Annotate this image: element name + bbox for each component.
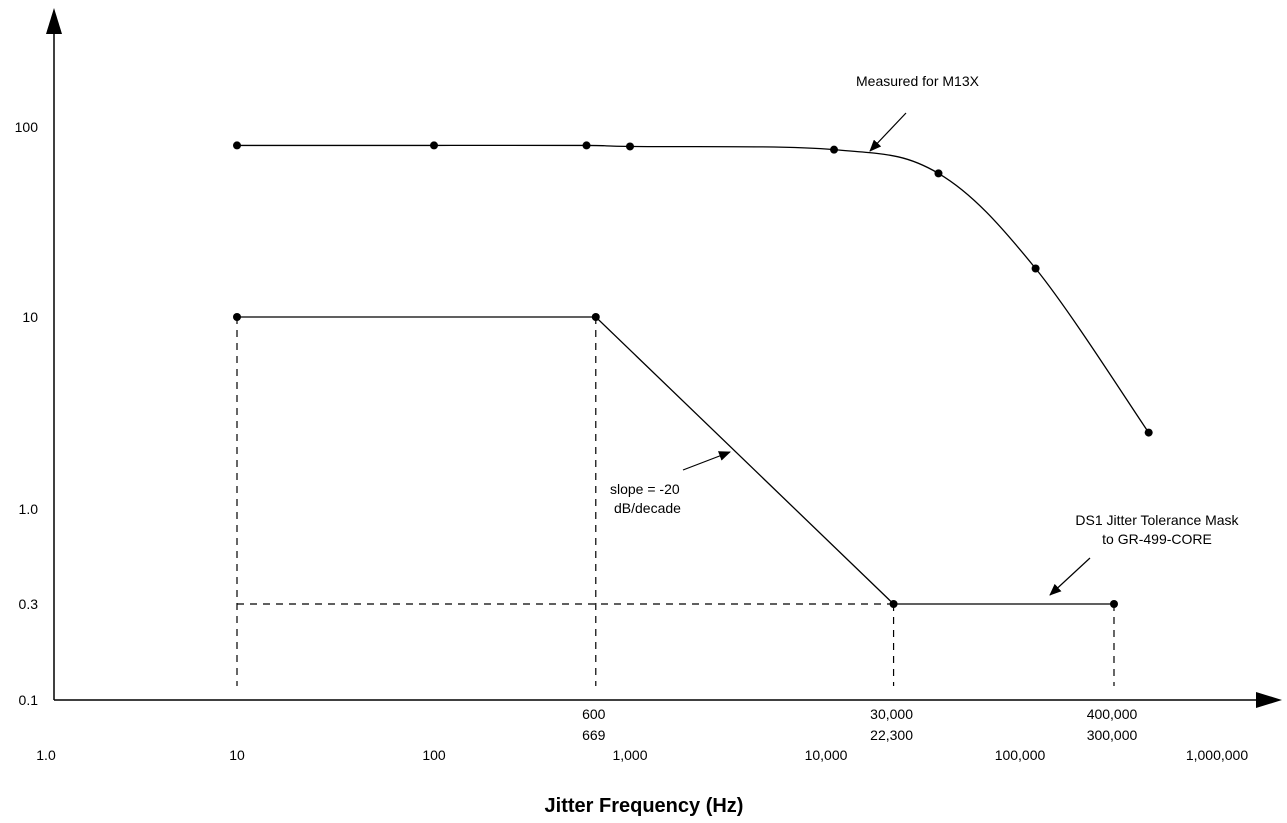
series-line-measured	[237, 144, 1150, 433]
annotation-slope-line-1: slope = -20	[610, 481, 680, 497]
series-point-measured	[626, 142, 634, 151]
x-axis-title: Jitter Frequency (Hz)	[545, 795, 744, 817]
x-mark-label: 669	[582, 727, 606, 743]
x-mark-label: 400,000	[1087, 706, 1138, 722]
y-tick-label: 0.3	[19, 596, 39, 612]
y-axis-arrow-icon	[46, 8, 62, 34]
annotation-measured-line-1: Measured for M13X	[856, 73, 980, 89]
y-tick-label: 100	[15, 119, 39, 135]
series-point-measured	[233, 141, 241, 150]
annotation-measured-arrow	[869, 112, 907, 152]
series-point-measured	[1031, 264, 1040, 273]
y-tick-label: 0.1	[19, 692, 39, 708]
series-point-measured	[430, 141, 438, 150]
x-axis-arrow-icon	[1256, 692, 1282, 708]
series-layer	[233, 141, 1153, 608]
annotation-mask-line-2: to GR-499-CORE	[1102, 531, 1212, 547]
annotation-mask: DS1 Jitter Tolerance Mask to GR-499-CORE	[1049, 512, 1240, 596]
series-point-measured	[830, 145, 839, 154]
annotation-mask-line-1: DS1 Jitter Tolerance Mask	[1075, 512, 1239, 528]
x-tick-label: 10	[229, 747, 245, 763]
mask-guide-lines	[236, 317, 1115, 686]
x-tick-label: 10,000	[805, 747, 848, 763]
x-tick-label: 100,000	[995, 747, 1046, 763]
series-point-mask	[1109, 600, 1118, 608]
series-point-mask	[591, 313, 600, 321]
series-point-mask	[233, 313, 241, 321]
x-tick-label: 1.0	[36, 747, 56, 763]
x-mark-labels: 600 669 30,000 22,300 400,000 300,000	[582, 706, 1137, 743]
x-mark-label: 600	[582, 706, 606, 722]
annotation-mask-arrow	[1049, 557, 1091, 596]
annotation-slope: slope = -20 dB/decade	[610, 451, 731, 516]
x-tick-label: 100	[422, 747, 446, 763]
series-point-measured	[582, 141, 591, 150]
annotation-slope-line-2: dB/decade	[614, 500, 681, 516]
y-tick-label: 10	[22, 309, 38, 325]
series-line-mask	[237, 316, 1114, 605]
series-point-measured	[934, 169, 943, 178]
y-tick-label: 1.0	[19, 501, 39, 517]
tick-labels: 1.0 10 100 1,000 10,000 100,000 1,000,000 0.1 0.…	[15, 119, 1249, 763]
series-point-mask	[889, 600, 898, 608]
x-mark-label: 30,000	[870, 706, 913, 722]
x-tick-label: 1,000,000	[1186, 747, 1248, 763]
x-tick-label: 1,000	[612, 747, 647, 763]
x-mark-label: 22,300	[870, 727, 913, 743]
x-mark-label: 300,000	[1087, 727, 1138, 743]
annotation-slope-arrow	[682, 451, 731, 471]
series-point-measured	[1144, 428, 1153, 437]
annotation-measured: Measured for M13X	[856, 73, 980, 152]
